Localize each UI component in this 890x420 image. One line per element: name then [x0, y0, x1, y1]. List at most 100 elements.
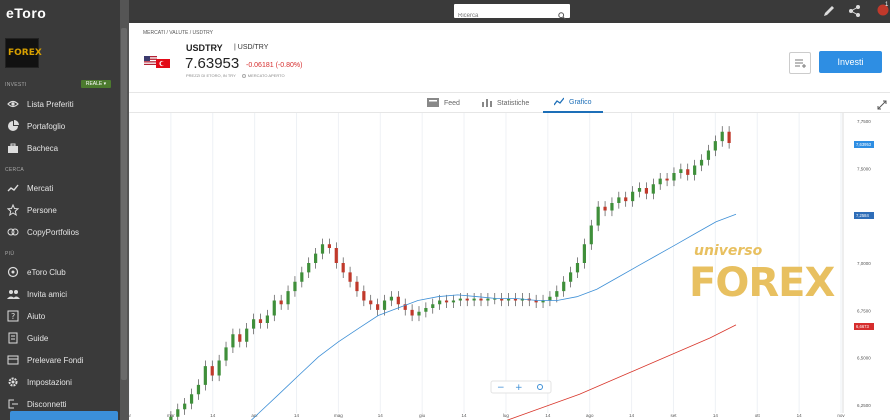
market-status: MERCATO APERTO [247, 73, 285, 78]
search-input[interactable] [454, 9, 550, 23]
search-icon[interactable] [558, 7, 566, 25]
candle [541, 300, 545, 303]
candle [631, 191, 635, 202]
tab-chart[interactable]: Grafico [543, 93, 603, 113]
avatar[interactable]: FOREX [5, 38, 42, 68]
price-chart[interactable]: armar14apr14mag14giu14lug14ago14set14ott… [129, 113, 890, 420]
sidebar-item-watchlist[interactable]: Lista Preferiti [0, 93, 120, 115]
sidebar-item-copyportfolios[interactable]: CopyPortfolios [0, 221, 120, 243]
breadcrumb[interactable]: MERCATI / VALUTE / USDTRY [143, 30, 214, 36]
candle [596, 206, 600, 226]
candle [417, 311, 421, 316]
candle [314, 253, 318, 263]
y-tick-label: 7,0000 [857, 261, 871, 266]
logout-icon [6, 397, 20, 411]
watermark-text: FOREX [689, 260, 835, 306]
candle [720, 131, 724, 142]
sidebar-item-label: Portafoglio [27, 121, 66, 131]
add-to-watchlist-button[interactable] [789, 52, 811, 74]
tab-statistics[interactable]: Statistiche [482, 93, 529, 113]
share-chart-icon[interactable] [537, 384, 543, 390]
sidebar: eToro FOREX INVESTI REALE ▾ Lista Prefer… [0, 0, 129, 420]
candle [686, 169, 690, 175]
candle [265, 315, 269, 323]
candle [286, 291, 290, 305]
sidebar-item-club[interactable]: eToro Club [0, 261, 120, 283]
search-box[interactable] [454, 4, 570, 23]
candle [617, 197, 621, 203]
candle [217, 360, 221, 376]
sidebar-item-help[interactable]: ? Aiuto [0, 305, 120, 327]
invest-button[interactable]: Investi [819, 51, 882, 73]
candle [245, 328, 249, 342]
sidebar-item-label: Invita amici [27, 289, 68, 299]
notifications-button[interactable]: 1 [876, 2, 890, 16]
sidebar-item-guide[interactable]: Guide [0, 327, 120, 349]
x-tick-label: giu [419, 413, 426, 418]
candle [644, 188, 649, 194]
candle [307, 263, 311, 273]
section-search: CERCA [5, 167, 25, 173]
sidebar-item-markets[interactable]: Mercati [0, 177, 120, 199]
candle [472, 298, 476, 301]
candle [693, 165, 697, 175]
edit-icon[interactable] [822, 4, 836, 23]
sidebar-scrollbar-thumb[interactable] [121, 28, 127, 380]
x-tick-label: ott [755, 413, 761, 418]
candle [438, 300, 442, 305]
pie-chart-icon [6, 119, 20, 133]
section-more: PIÙ [5, 251, 15, 257]
sidebar-item-logout[interactable]: Disconnetti [0, 393, 120, 415]
candle [251, 319, 256, 329]
sidebar-item-portfolio[interactable]: Portafoglio [0, 115, 120, 137]
expand-icon[interactable] [877, 97, 887, 115]
candle [424, 308, 428, 312]
x-tick-label: lug [503, 413, 510, 418]
sidebar-item-label: Guide [27, 333, 49, 343]
sidebar-item-settings[interactable]: Impostazioni [0, 371, 120, 393]
candle [183, 403, 187, 410]
candle [320, 244, 325, 254]
price-tag-label: 7,2584 [856, 213, 869, 218]
zoom-out-button[interactable]: − [497, 383, 505, 393]
briefcase-icon [6, 141, 20, 155]
sidebar-item-people[interactable]: Persone [0, 199, 120, 221]
sidebar-item-label: Bacheca [27, 143, 59, 153]
price-tag-label: 6,6673 [856, 324, 869, 329]
candle [665, 178, 669, 181]
candle [169, 416, 173, 420]
candle [403, 304, 407, 310]
candle [293, 281, 297, 292]
candle [369, 300, 373, 305]
price-tag [854, 141, 874, 148]
x-tick-label: 14 [378, 413, 384, 418]
guide-icon [6, 331, 20, 345]
price-note: PREZZI DI ETORO, IN TRY [186, 73, 236, 78]
candle [258, 319, 263, 323]
candle [334, 248, 338, 263]
candle [520, 298, 524, 301]
account-mode-dropdown[interactable]: REALE ▾ [81, 80, 111, 88]
tab-feed[interactable]: Feed [427, 93, 460, 113]
trend-icon [6, 181, 20, 195]
instrument-tabs: Feed Statistiche Grafico [129, 93, 890, 113]
chart-icon [553, 97, 565, 108]
candle [376, 304, 380, 310]
candle [396, 296, 400, 305]
x-tick-label: 14 [797, 413, 803, 418]
price-change: -0.06181 (-0.80%) [246, 62, 303, 69]
sidebar-item-withdraw[interactable]: Prelevare Fondi [0, 349, 120, 371]
share-icon[interactable] [848, 4, 861, 23]
sidebar-item-bacheca[interactable]: Bacheca [0, 137, 120, 159]
sidebar-item-invite[interactable]: Invita amici [0, 283, 120, 305]
etoro-logo[interactable]: eToro [6, 5, 47, 21]
candle [231, 334, 235, 348]
x-tick-label: nov [837, 413, 845, 418]
help-icon: ? [6, 309, 20, 323]
zoom-in-button[interactable]: + [515, 383, 523, 393]
copy-icon [6, 225, 20, 239]
candle [300, 272, 304, 282]
deposit-button[interactable] [10, 411, 118, 420]
candle [486, 298, 490, 301]
sidebar-item-label: eToro Club [27, 267, 66, 277]
